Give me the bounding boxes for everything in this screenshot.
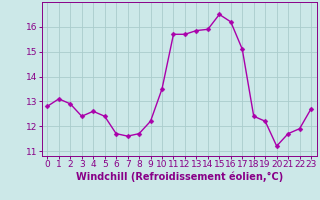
X-axis label: Windchill (Refroidissement éolien,°C): Windchill (Refroidissement éolien,°C) [76,172,283,182]
